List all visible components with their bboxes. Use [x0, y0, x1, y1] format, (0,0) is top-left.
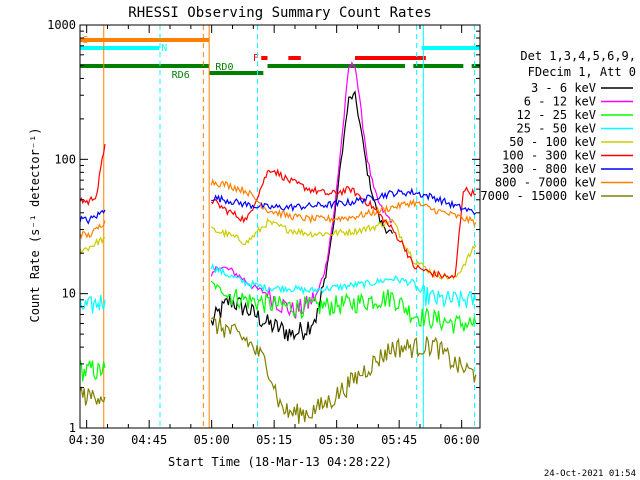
y-tick-label: 100 [54, 152, 76, 166]
series-3-6-kev [210, 90, 394, 342]
series-line [210, 168, 477, 280]
series-line [210, 90, 394, 342]
series-layer [79, 61, 477, 424]
series-25-50-kev [79, 262, 477, 314]
series-line [79, 143, 106, 207]
flags-layer: S N F RD0 RD6 [80, 35, 480, 81]
x-axis-label: Start Time (18-Mar-13 04:28:22) [168, 455, 392, 469]
chart-title: RHESSI Observing Summary Count Rates [128, 5, 431, 21]
series-line [79, 236, 106, 255]
flag-label-saa: S [83, 35, 89, 46]
series-line [210, 262, 477, 309]
series-line [79, 386, 106, 406]
series-800-7000-kev [79, 178, 477, 240]
marker-lines [103, 25, 476, 428]
legend-label: 800 - 7000 keV [495, 176, 596, 190]
x-tick-label: 05:30 [319, 433, 355, 447]
legend-label: 50 - 100 keV [509, 135, 596, 149]
plot-frame [79, 24, 481, 429]
flag-label-flare: F [253, 53, 259, 64]
x-tick-label: 04:45 [131, 433, 167, 447]
flag-label-rd0: RD0 [215, 62, 233, 73]
x-tick-label: 05:00 [194, 433, 230, 447]
x-tick-label: 04:30 [69, 433, 105, 447]
series-line [79, 359, 106, 382]
legend-detectors-header: Det 1,3,4,5,6,9, [520, 49, 636, 63]
series-12-25-kev [79, 280, 477, 382]
legend-decim-header: FDecim 1, Att 0 [528, 65, 636, 79]
legend: Det 1,3,4,5,6,9, FDecim 1, Att 0 3 - 6 k… [480, 49, 636, 203]
y-tick-label: 1000 [47, 18, 76, 32]
flag-label-rd6: RD6 [172, 70, 190, 81]
series-line [79, 209, 106, 225]
axis-layer: 04:30 04:45 05:00 05:15 05:30 05:45 06:00 1 10 10… [47, 18, 480, 447]
flag-label-night: N [161, 43, 167, 54]
legend-label: 300 - 800 keV [502, 162, 596, 176]
y-tick-label: 1 [69, 421, 76, 435]
series-7000-15000-kev [79, 317, 477, 424]
timestamp: 24-Oct-2021 01:54 [544, 469, 636, 479]
x-tick-label: 05:15 [256, 433, 292, 447]
series-line [79, 294, 106, 314]
series-line [210, 178, 477, 227]
x-tick-label: 06:00 [444, 433, 480, 447]
series-100-300-kev [79, 143, 477, 280]
legend-label: 6 - 12 keV [524, 95, 596, 109]
series-line [79, 220, 106, 240]
series-line [210, 280, 477, 334]
series-line [211, 187, 477, 216]
x-tick-label: 05:45 [381, 433, 417, 447]
legend-label: 3 - 6 keV [531, 81, 596, 95]
series-line [210, 317, 477, 424]
legend-label: 25 - 50 keV [517, 122, 596, 136]
legend-label: 7000 - 15000 keV [480, 189, 596, 203]
y-axis-label: Count Rate (s⁻¹ detector⁻¹) [28, 127, 42, 322]
series-300-800-kev [79, 187, 477, 225]
legend-label: 100 - 300 keV [502, 149, 596, 163]
legend-label: 12 - 25 keV [517, 108, 596, 122]
y-tick-label: 10 [62, 287, 76, 301]
